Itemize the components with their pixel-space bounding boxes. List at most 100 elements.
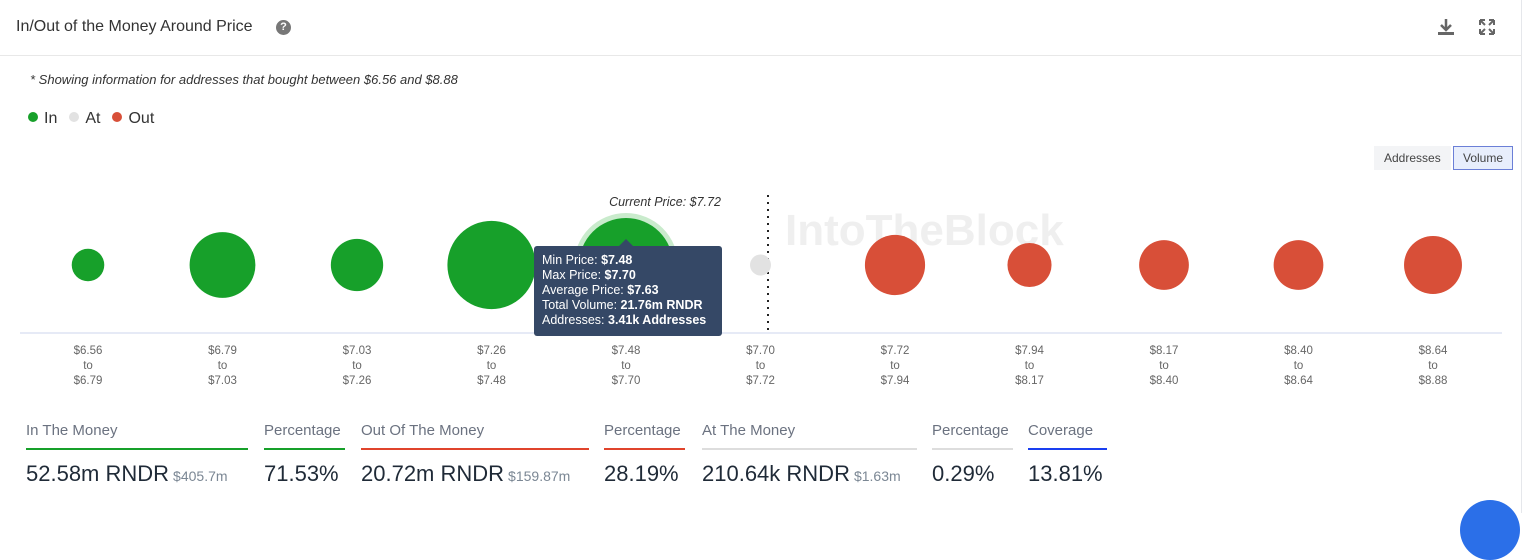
addresses-toggle[interactable]: Addresses [1374,146,1451,170]
stat-value-row: 20.72m RNDR $159.87m [361,461,589,487]
stat-underline [702,448,917,450]
stat-out-of-the-money: Out Of The Money 20.72m RNDR $159.87m [361,422,589,487]
stat-underline [361,448,589,450]
tick-to-label: to [218,360,228,372]
stat-value-row: 28.19% [604,461,685,487]
legend-in[interactable]: In [28,110,57,128]
tick-label: $8.64 [1419,345,1448,357]
tick-to-label: to [890,360,900,372]
stat-value-row: 13.81% [1028,461,1107,487]
bubble-in[interactable] [189,232,256,298]
stat-usd-value: $159.87m [508,468,571,484]
current-price-label: Current Price: $7.72 [609,195,721,209]
legend-out[interactable]: Out [112,110,154,128]
stat-percentage: Percentage 28.19% [604,422,685,487]
bubble-out[interactable] [1404,236,1462,294]
tick-label: $8.88 [1419,375,1448,387]
stat-label: Percentage [604,422,681,439]
stat-usd-value: $1.63m [853,468,901,484]
tick-label: $7.03 [343,345,372,357]
tick-label: $8.64 [1284,375,1313,387]
stat-value: 71.53% [264,461,339,486]
tick-label: $7.03 [208,375,237,387]
volume-toggle[interactable]: Volume [1453,146,1514,170]
stat-value-row: 0.29% [932,461,1013,487]
in-out-money-card: In/Out of the Money Around Price ? * Sho… [0,0,1522,513]
stat-underline [1028,448,1107,450]
tick-to-label: to [1025,360,1035,372]
tick-label: $7.70 [612,375,641,387]
stat-value-row: 210.64k RNDR $1.63m [702,461,917,487]
stat-value-row: 71.53% [264,461,345,487]
tick-label: $7.70 [746,345,775,357]
stat-value: 52.58m RNDR [26,461,170,486]
stat-percentage: Percentage 0.29% [932,422,1013,487]
tick-label: $8.17 [1015,375,1044,387]
tick-to-label: to [352,360,362,372]
tick-to-label: to [1294,360,1304,372]
stat-underline [264,448,345,450]
bubble-out[interactable] [864,234,926,296]
tick-label: $7.48 [612,345,641,357]
stat-label: Coverage [1028,422,1094,439]
stat-percentage: Percentage 71.53% [264,422,345,487]
bubble-in[interactable] [330,238,384,292]
tick-label: $6.56 [74,345,103,357]
stat-value: 13.81% [1028,461,1103,486]
tooltip-min: $7.48 [601,253,633,267]
legend-at[interactable]: At [69,110,100,128]
legend-label: At [85,110,101,127]
stat-value-row: 52.58m RNDR $405.7m [26,461,248,487]
tooltip-label: Total Volume: [542,298,618,312]
tick-label: $8.17 [1150,345,1179,357]
card-header: In/Out of the Money Around Price ? [0,0,1522,56]
tick-to-label: to [1159,360,1169,372]
stat-underline [932,448,1013,450]
stat-coverage: Coverage 13.81% [1028,422,1107,487]
tooltip-addresses: 3.41k Addresses [608,313,707,327]
chat-button[interactable] [1460,500,1520,560]
tooltip-label: Max Price: [542,268,602,282]
tooltip-label: Addresses: [542,313,605,327]
help-icon[interactable]: ? [276,20,291,35]
tick-label: $7.26 [477,345,506,357]
tick-to-label: to [1428,360,1438,372]
stat-value: 0.29% [932,461,995,486]
tick-label: $7.48 [477,375,506,387]
tick-to-label: to [621,360,631,372]
stat-value: 210.64k RNDR [702,461,850,486]
tooltip-avg: $7.63 [627,283,659,297]
tooltip-label: Min Price: [542,253,598,267]
stat-in-the-money: In The Money 52.58m RNDR $405.7m [26,422,248,487]
tick-label: $7.94 [1015,345,1044,357]
tick-label: $8.40 [1284,345,1313,357]
tooltip-volume: 21.76m RNDR [620,298,703,312]
bubble-tooltip: Min Price: $7.48 Max Price: $7.70 Averag… [534,239,722,336]
bubble-in[interactable] [447,220,536,310]
download-icon[interactable] [1436,17,1456,37]
legend-label: In [44,110,58,127]
bubble-in[interactable] [71,248,105,282]
tooltip-label: Average Price: [542,283,624,297]
bubble-out[interactable] [1007,242,1052,288]
stat-label: In The Money [26,422,118,439]
in-dot-icon [28,112,38,122]
tick-label: $7.72 [746,375,775,387]
legend-label: Out [128,110,155,127]
bubble-at[interactable] [749,254,772,276]
tick-to-label: to [487,360,497,372]
tick-label: $6.79 [208,345,237,357]
tick-label: $7.94 [881,375,910,387]
range-note: * Showing information for addresses that… [30,72,458,87]
bubble-out[interactable] [1273,240,1324,290]
stat-value: 20.72m RNDR [361,461,505,486]
tick-label: $7.72 [881,345,910,357]
stat-at-the-money: At The Money 210.64k RNDR $1.63m [702,422,917,487]
tooltip-max: $7.70 [604,268,636,282]
out-dot-icon [112,112,123,122]
bubble-chart: IntoTheBlock Current Price: $7.72 $6.56t… [20,195,1502,387]
bubble-out[interactable] [1139,240,1189,290]
stat-underline [26,448,248,450]
tick-label: $6.79 [74,375,103,387]
expand-icon[interactable] [1477,17,1497,37]
